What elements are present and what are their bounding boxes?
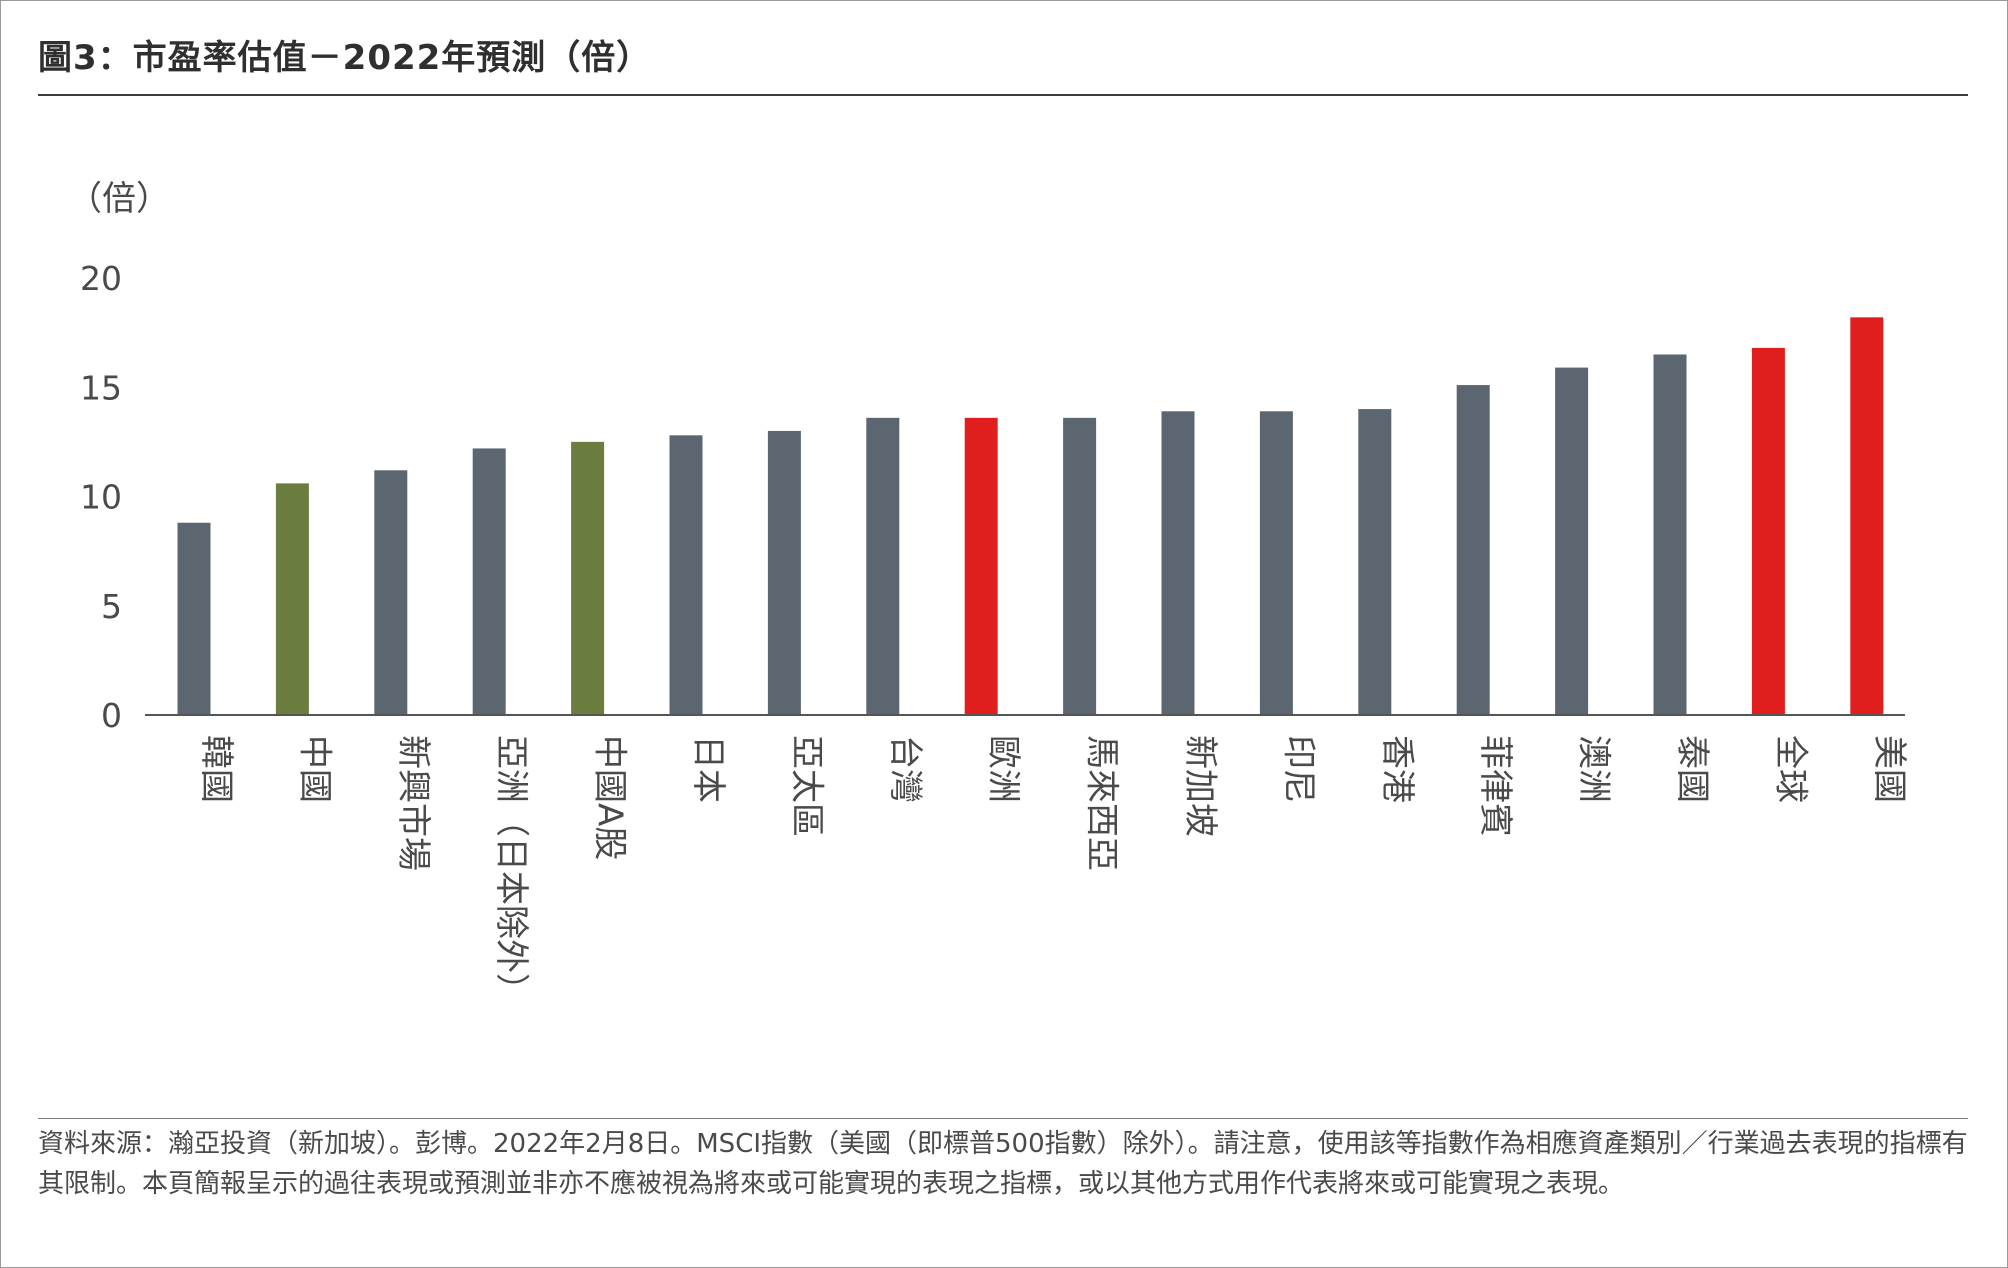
bar bbox=[1751, 347, 1785, 715]
bar bbox=[669, 435, 703, 715]
category-label: 亞洲（日本除外） bbox=[491, 735, 531, 1007]
bar bbox=[1259, 411, 1293, 715]
source-note: 資料來源：瀚亞投資（新加坡）。彭博。2022年2月8日。MSCI指數（美國（即標… bbox=[38, 1129, 1968, 1199]
bar bbox=[964, 417, 998, 715]
bar bbox=[1850, 317, 1884, 715]
bar bbox=[1161, 411, 1195, 715]
category-label: 印尼 bbox=[1278, 735, 1318, 803]
bar bbox=[1653, 354, 1687, 715]
category-label: 韓國 bbox=[196, 735, 236, 803]
y-tick-label: 5 bbox=[101, 587, 122, 626]
y-tick-label: 0 bbox=[101, 696, 122, 735]
bar bbox=[177, 522, 211, 715]
bar bbox=[1358, 409, 1392, 715]
category-label: 馬來西亞 bbox=[1082, 735, 1122, 871]
category-label: 亞太區 bbox=[786, 735, 826, 837]
bar bbox=[1456, 385, 1490, 715]
y-tick-label: 15 bbox=[80, 368, 122, 407]
category-label: 菲律賓 bbox=[1475, 735, 1515, 837]
category-label: 澳洲 bbox=[1574, 735, 1614, 803]
bar bbox=[472, 448, 506, 715]
category-label: 新加坡 bbox=[1180, 735, 1220, 837]
bar bbox=[374, 470, 408, 715]
category-label: 中國A股 bbox=[590, 735, 630, 860]
chart-title: 圖3：市盈率估值－2022年預測（倍） bbox=[38, 38, 652, 78]
category-label: 全球 bbox=[1770, 735, 1810, 803]
y-axis-unit-label: （倍） bbox=[68, 179, 170, 219]
category-label: 中國 bbox=[294, 735, 334, 803]
category-label: 歐洲 bbox=[983, 735, 1023, 803]
bar bbox=[866, 417, 900, 715]
category-label: 泰國 bbox=[1672, 735, 1712, 803]
bar bbox=[1063, 417, 1097, 715]
bar bbox=[275, 483, 309, 715]
y-axis-ticks: 0 5 10 15 20 bbox=[80, 259, 122, 735]
bars bbox=[177, 317, 1884, 715]
x-axis-categories: 韓國 中國 新興市場 亞洲（日本除外） 中國A股 日本 亞太區 台灣 歐洲 馬來西亞 新加坡 印尼 香港… bbox=[196, 735, 1909, 1007]
category-label: 日本 bbox=[688, 735, 728, 803]
y-tick-label: 10 bbox=[80, 478, 122, 517]
category-label: 台灣 bbox=[885, 735, 925, 803]
category-label: 香港 bbox=[1377, 735, 1417, 803]
title-divider bbox=[38, 94, 1968, 96]
category-label: 新興市場 bbox=[393, 735, 433, 871]
category-label: 美國 bbox=[1869, 735, 1909, 803]
y-tick-label: 20 bbox=[80, 259, 122, 298]
bar bbox=[767, 430, 801, 715]
bar bbox=[571, 441, 605, 715]
bar-chart: （倍） 0 5 10 15 20 韓國 中國 新興市場 亞洲（日本除外） 中國A股 日本 亞太區 台灣… bbox=[68, 179, 1909, 1007]
source-divider bbox=[38, 1118, 1968, 1119]
bar bbox=[1555, 367, 1589, 715]
